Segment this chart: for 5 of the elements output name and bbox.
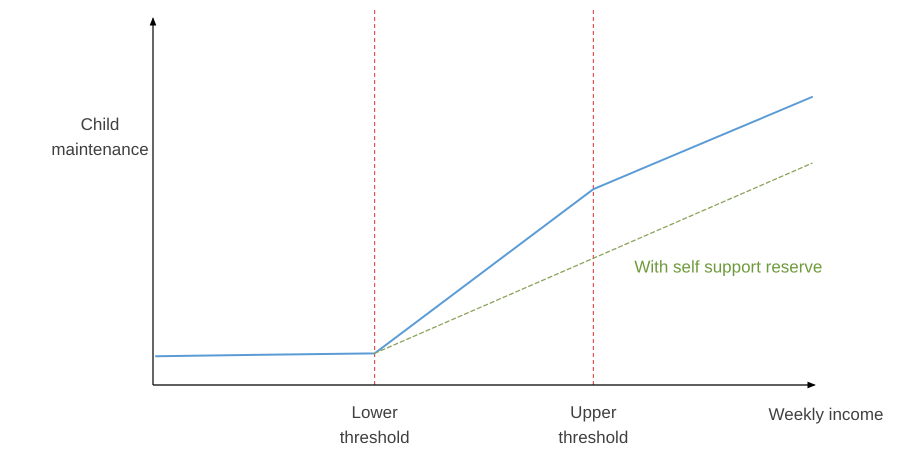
x-tick-label: Lower threshold (340, 403, 410, 447)
x-axis-title: Weekly income (768, 405, 884, 424)
series-label: With self support reserve (634, 257, 822, 276)
x-tick-label: Upper threshold (558, 403, 628, 447)
y-axis-title: Child maintenance (51, 115, 149, 159)
